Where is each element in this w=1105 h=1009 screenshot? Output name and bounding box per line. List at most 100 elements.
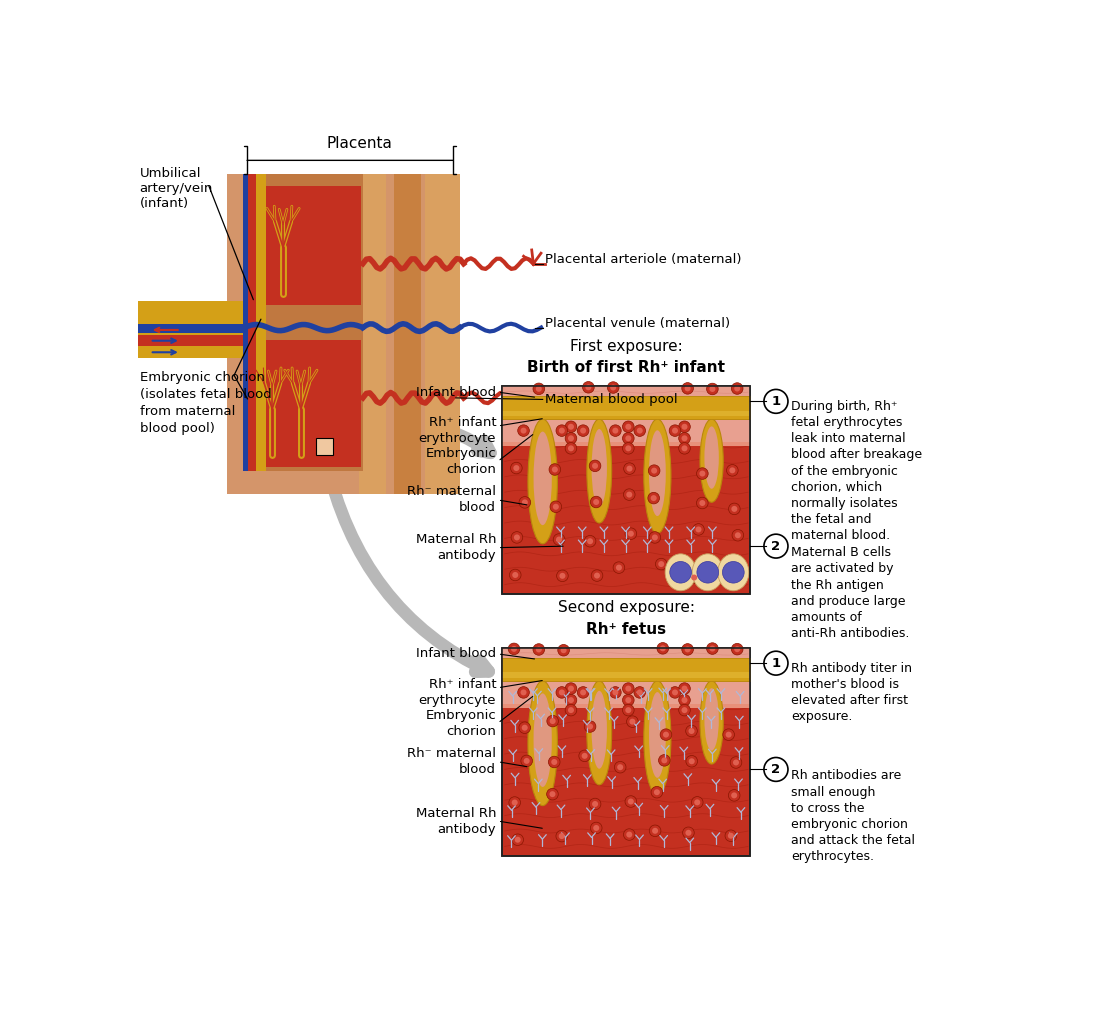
- Circle shape: [723, 562, 744, 583]
- Circle shape: [662, 821, 673, 832]
- Circle shape: [522, 494, 527, 500]
- Circle shape: [678, 704, 691, 716]
- Text: Maternal blood pool: Maternal blood pool: [545, 393, 677, 406]
- Circle shape: [691, 800, 697, 806]
- Text: Rh⁺ fetus: Rh⁺ fetus: [587, 622, 666, 637]
- Circle shape: [518, 492, 530, 503]
- Circle shape: [568, 435, 573, 441]
- Text: Placental venule (maternal): Placental venule (maternal): [545, 317, 730, 330]
- Bar: [244, 186, 360, 305]
- Text: Rh⁻ maternal
blood: Rh⁻ maternal blood: [407, 485, 496, 515]
- Circle shape: [625, 685, 631, 691]
- Circle shape: [728, 534, 740, 545]
- Ellipse shape: [644, 419, 671, 534]
- Circle shape: [732, 786, 743, 797]
- Bar: [359, 175, 386, 493]
- FancyArrowPatch shape: [326, 458, 488, 672]
- Circle shape: [518, 527, 529, 539]
- Circle shape: [678, 683, 691, 694]
- Circle shape: [518, 687, 529, 698]
- Circle shape: [612, 689, 619, 695]
- Ellipse shape: [699, 419, 724, 502]
- Circle shape: [536, 645, 541, 651]
- Text: Placenta: Placenta: [326, 136, 392, 151]
- Circle shape: [589, 497, 600, 510]
- Circle shape: [682, 383, 694, 395]
- Text: Embryonic
chorion: Embryonic chorion: [425, 447, 496, 476]
- Circle shape: [618, 564, 623, 570]
- Circle shape: [511, 647, 517, 653]
- FancyArrowPatch shape: [327, 426, 491, 454]
- Circle shape: [558, 730, 570, 742]
- Bar: [425, 175, 460, 493]
- Circle shape: [591, 500, 598, 507]
- Bar: [393, 175, 421, 493]
- Circle shape: [693, 766, 698, 772]
- Circle shape: [720, 764, 732, 775]
- Circle shape: [732, 537, 737, 543]
- Circle shape: [590, 528, 601, 539]
- Circle shape: [581, 715, 593, 727]
- Circle shape: [514, 723, 525, 736]
- Circle shape: [508, 381, 519, 394]
- Circle shape: [556, 687, 568, 698]
- Circle shape: [734, 789, 740, 794]
- Circle shape: [545, 757, 557, 769]
- Circle shape: [670, 562, 692, 583]
- Bar: [244, 305, 360, 340]
- Text: Umbilical
artery/vein
(infant): Umbilical artery/vein (infant): [139, 166, 213, 210]
- Circle shape: [722, 823, 734, 835]
- Ellipse shape: [692, 554, 724, 591]
- Circle shape: [520, 530, 527, 536]
- Circle shape: [690, 561, 702, 572]
- Bar: [243, 175, 362, 470]
- Circle shape: [592, 758, 599, 763]
- Circle shape: [557, 825, 562, 831]
- Circle shape: [516, 726, 523, 733]
- Ellipse shape: [587, 419, 612, 523]
- Bar: [503, 393, 750, 446]
- Circle shape: [693, 563, 698, 569]
- Circle shape: [610, 383, 617, 389]
- Circle shape: [555, 493, 567, 504]
- Text: Placental arteriole (maternal): Placental arteriole (maternal): [545, 253, 741, 266]
- Circle shape: [733, 459, 738, 465]
- Circle shape: [664, 532, 671, 538]
- Circle shape: [624, 539, 630, 545]
- Bar: [503, 658, 750, 704]
- Circle shape: [656, 573, 667, 584]
- Circle shape: [568, 697, 573, 703]
- Ellipse shape: [718, 554, 749, 591]
- Circle shape: [735, 722, 741, 728]
- Bar: [503, 396, 750, 419]
- Ellipse shape: [591, 429, 607, 507]
- Circle shape: [568, 707, 573, 713]
- Circle shape: [577, 425, 589, 437]
- Circle shape: [694, 539, 701, 545]
- Ellipse shape: [534, 432, 551, 525]
- Bar: [503, 386, 750, 594]
- Bar: [503, 654, 750, 708]
- Text: Rh⁻ maternal
blood: Rh⁻ maternal blood: [407, 748, 496, 776]
- Circle shape: [548, 466, 554, 472]
- Circle shape: [555, 540, 561, 546]
- Circle shape: [696, 828, 708, 840]
- Circle shape: [590, 755, 601, 766]
- Circle shape: [592, 530, 599, 536]
- Circle shape: [682, 424, 687, 430]
- Circle shape: [518, 425, 529, 437]
- Circle shape: [659, 506, 665, 512]
- Circle shape: [525, 464, 530, 470]
- Bar: [503, 386, 750, 396]
- Circle shape: [690, 502, 702, 514]
- Text: 2: 2: [771, 763, 780, 776]
- Circle shape: [511, 755, 522, 767]
- Circle shape: [690, 471, 695, 476]
- Circle shape: [699, 719, 706, 725]
- Bar: [138, 324, 244, 333]
- Ellipse shape: [528, 681, 557, 805]
- Ellipse shape: [704, 688, 719, 751]
- Circle shape: [733, 719, 744, 731]
- Circle shape: [682, 435, 687, 441]
- Circle shape: [764, 651, 788, 675]
